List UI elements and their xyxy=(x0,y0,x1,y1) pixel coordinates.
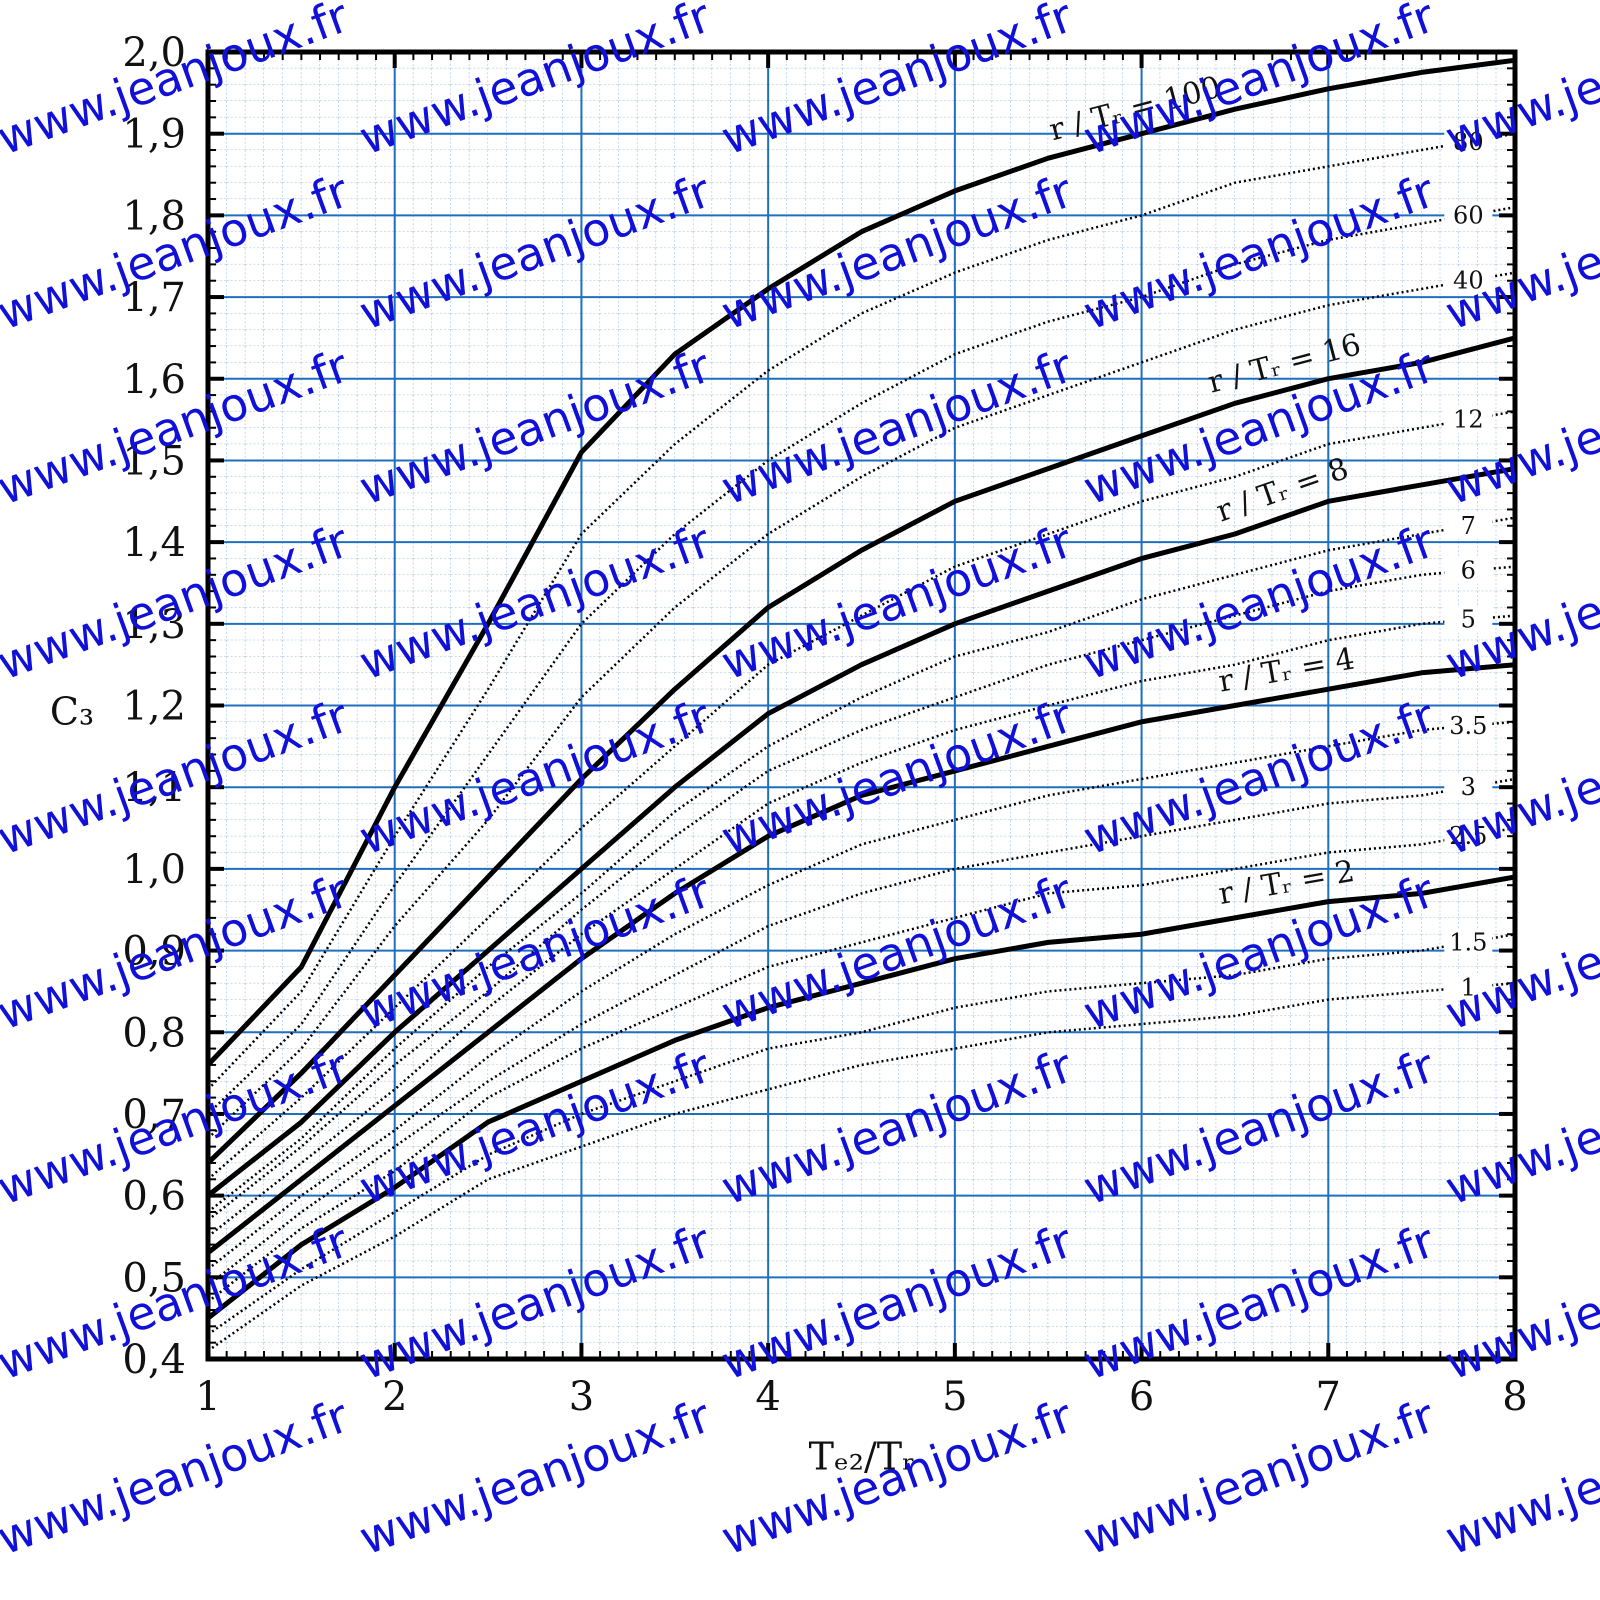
y-tick-label: 1,6 xyxy=(122,357,186,403)
dotted-curve xyxy=(208,205,1515,1115)
curve-label: 6 xyxy=(1461,557,1476,585)
x-tick-label: 3 xyxy=(569,1374,594,1420)
label-bg xyxy=(1444,512,1493,539)
label-bg xyxy=(1444,406,1493,433)
solid-curve xyxy=(208,335,1515,1165)
x-tick-label: 6 xyxy=(1129,1374,1154,1420)
y-tick-label: 1,4 xyxy=(122,520,186,566)
label-bg xyxy=(1444,712,1493,739)
dotted-curve xyxy=(208,410,1515,1181)
watermark: www.jeanjoux.fr xyxy=(0,1388,355,1565)
dotted-curve xyxy=(208,981,1515,1352)
y-tick-label: 1,5 xyxy=(122,438,186,484)
x-axis-title: Tₑ₂/Tᵣ xyxy=(809,1435,916,1479)
label-bg xyxy=(1444,774,1493,801)
x-tick-label: 8 xyxy=(1502,1374,1527,1420)
y-tick-label: 1,3 xyxy=(122,602,186,648)
x-tick-label: 5 xyxy=(942,1374,967,1420)
curve-label: 40 xyxy=(1453,267,1484,295)
label-bg xyxy=(1444,823,1493,850)
y-tick-label: 0,7 xyxy=(122,1092,186,1138)
x-tick-label: 1 xyxy=(195,1374,220,1420)
solid-curve xyxy=(208,57,1515,1067)
solid-curve xyxy=(208,874,1515,1321)
dotted-curve xyxy=(208,614,1515,1238)
y-tick-label: 1,2 xyxy=(122,684,186,730)
y-tick-label: 1,9 xyxy=(122,112,186,158)
dotted-curve xyxy=(208,565,1515,1222)
curves xyxy=(208,57,1515,1352)
label-bg xyxy=(1444,974,1493,1001)
solid-curve xyxy=(208,662,1515,1255)
curve-label: 2.5 xyxy=(1449,822,1487,850)
label-bg xyxy=(1444,202,1493,229)
label-bg xyxy=(1444,929,1493,956)
label-bg xyxy=(1444,128,1493,155)
curve-label: 80 xyxy=(1453,128,1484,156)
label-bg xyxy=(1444,606,1493,633)
curve-label: 60 xyxy=(1453,201,1484,229)
label-bg xyxy=(1444,557,1493,584)
curve-label: 3 xyxy=(1461,773,1476,801)
x-tick-label: 4 xyxy=(755,1374,780,1420)
dotted-curve xyxy=(208,271,1515,1140)
grid xyxy=(207,51,1516,1360)
y-tick-label: 0,8 xyxy=(122,1010,186,1056)
y-tick-label: 0,4 xyxy=(122,1337,186,1383)
y-tick-label: 1,1 xyxy=(122,765,186,811)
y-tick-label: 2,0 xyxy=(122,30,186,76)
solid-curve xyxy=(208,466,1515,1198)
x-tick-label: 2 xyxy=(382,1374,407,1420)
curve-label: 5 xyxy=(1461,606,1476,634)
y-tick-label: 1,8 xyxy=(122,193,186,239)
curve-label: 1.5 xyxy=(1449,928,1487,956)
curve-label: 1 xyxy=(1461,973,1476,1001)
y-tick-label: 1,0 xyxy=(122,847,186,893)
y-tick-label: 1,7 xyxy=(122,275,186,321)
dotted-curve xyxy=(208,777,1515,1287)
axes: 0,4 0,5 0,6 0,7 0,8 0,9 1,0 1,1 1,2 1,3 1,4 1,5 1,6 1… xyxy=(122,30,1527,1420)
x-tick-label: 7 xyxy=(1316,1374,1341,1420)
label-bg xyxy=(1444,267,1493,294)
curve-label: 3.5 xyxy=(1449,712,1487,740)
y-tick-label: 0,9 xyxy=(122,929,186,975)
curve-label: 7 xyxy=(1461,512,1476,540)
curve-label: 12 xyxy=(1453,406,1484,434)
y-axis-title: C₃ xyxy=(50,690,94,734)
y-tick-label: 0,5 xyxy=(122,1255,186,1301)
y-tick-label: 0,6 xyxy=(122,1174,186,1220)
